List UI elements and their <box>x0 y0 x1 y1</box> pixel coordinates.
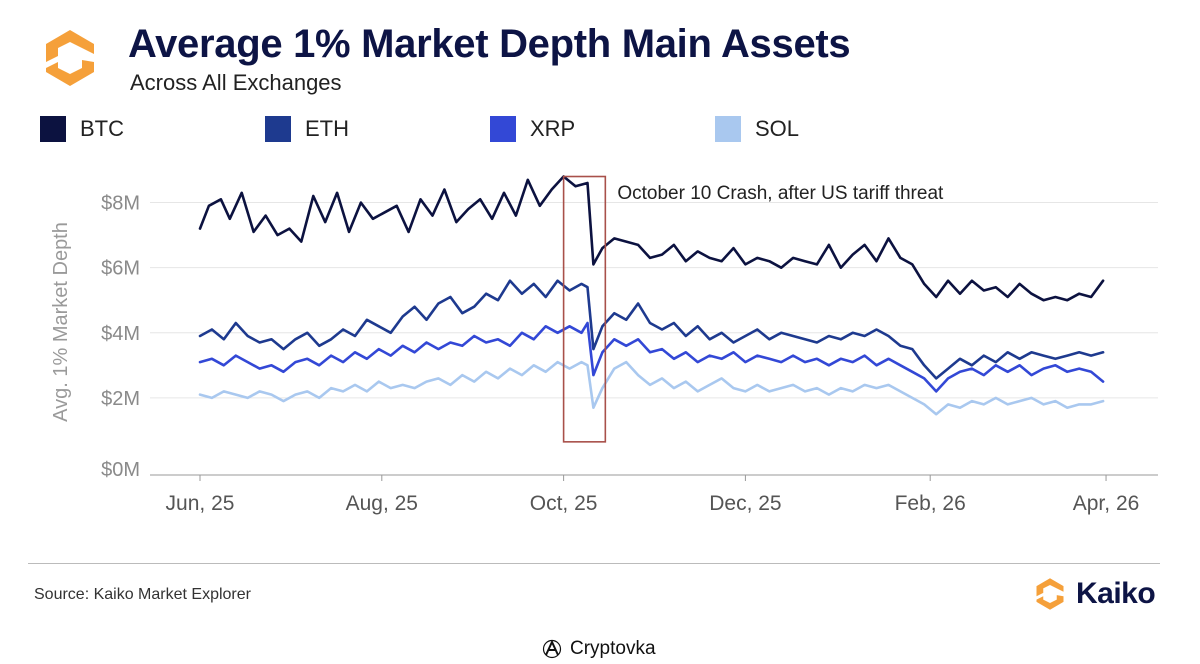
legend-label: SOL <box>755 116 800 141</box>
legend-item-xrp: XRP <box>490 116 575 142</box>
x-tick-label: Feb, 26 <box>895 492 966 515</box>
x-tick-label: Oct, 25 <box>530 492 598 515</box>
kaiko-brand-icon <box>1036 578 1064 610</box>
y-tick-label: $0M <box>101 459 140 481</box>
chart-legend: BTC ETH XRP SOL <box>40 116 940 146</box>
annotation-label: October 10 Crash, after US tariff threat <box>617 183 944 204</box>
footer-divider <box>28 563 1160 564</box>
legend-label: ETH <box>305 116 349 141</box>
x-tick-label: Aug, 25 <box>346 492 418 515</box>
brand-name: Kaiko <box>1076 577 1156 610</box>
line-chart: $0M $2M $4M $6M $8M Jun, 25 Aug, 25 Oct, 25 Dec,… <box>50 175 1158 515</box>
credit-label: Cryptovka <box>570 638 656 659</box>
legend-item-btc: BTC <box>40 116 124 142</box>
kaiko-brand: Kaiko <box>1032 576 1156 612</box>
legend-swatch <box>265 116 291 142</box>
x-tick-label: Apr, 26 <box>1073 492 1140 515</box>
y-tick-label: $4M <box>101 323 140 345</box>
legend-swatch <box>490 116 516 142</box>
legend-label: XRP <box>530 116 576 141</box>
series-line-eth <box>198 279 1105 380</box>
series-line-btc <box>198 175 1105 302</box>
chart-subtitle: Across All Exchanges <box>130 70 342 95</box>
y-tick-label: $6M <box>101 258 140 280</box>
x-tick-label: Jun, 25 <box>166 492 235 515</box>
legend-item-eth: ETH <box>265 116 349 142</box>
kaiko-logo-icon <box>46 30 94 86</box>
legend-item-sol: SOL <box>715 116 799 142</box>
legend-label: BTC <box>80 116 124 141</box>
y-axis-label: Avg. 1% Market Depth <box>50 222 72 422</box>
x-tick-label: Dec, 25 <box>709 492 781 515</box>
series-line-sol <box>198 360 1105 416</box>
y-tick-label: $2M <box>101 388 140 410</box>
cryptovka-icon <box>542 639 562 659</box>
chart-title: Average 1% Market Depth Main Assets <box>128 22 851 66</box>
legend-swatch <box>40 116 66 142</box>
credit: Cryptovka <box>542 638 656 660</box>
legend-swatch <box>715 116 741 142</box>
annotation-box <box>562 175 607 443</box>
source-note: Source: Kaiko Market Explorer <box>34 586 251 603</box>
series-line-xrp <box>198 321 1105 393</box>
y-tick-label: $8M <box>101 193 140 215</box>
